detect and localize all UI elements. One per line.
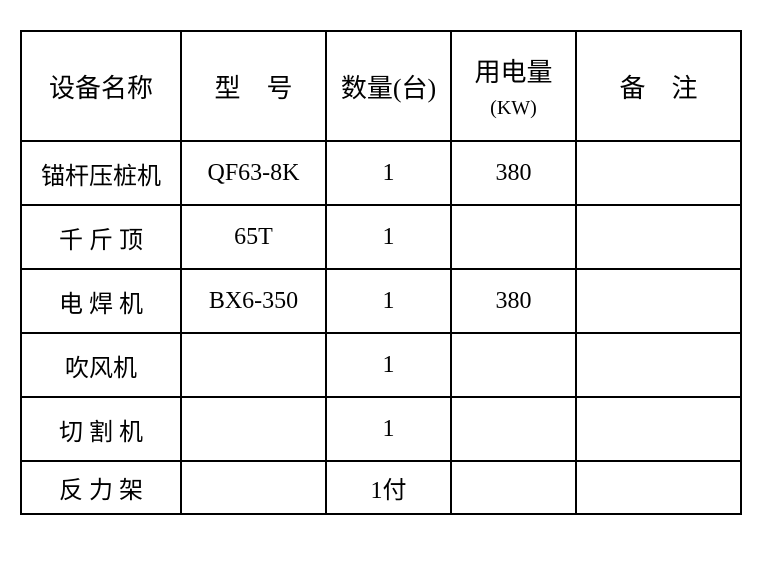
- cell-power: [451, 205, 576, 269]
- cell-power: 380: [451, 269, 576, 333]
- cell-qty: 1: [326, 269, 451, 333]
- col-header-power: 用电量 (KW): [451, 31, 576, 141]
- header-label: 数量(台): [341, 74, 436, 103]
- table-row: 电 焊 机 BX6-350 1 380: [21, 269, 741, 333]
- cell-name: 吹风机: [21, 333, 181, 397]
- cell-model: BX6-350: [181, 269, 326, 333]
- header-label: 设备名称: [49, 74, 153, 103]
- equipment-table: 设备名称 型 号 数量(台) 用电量 (KW) 备 注 锚杆压桩机 QF63-8…: [20, 30, 742, 515]
- cell-remark: [576, 461, 741, 514]
- cell-model: QF63-8K: [181, 141, 326, 205]
- col-header-qty: 数量(台): [326, 31, 451, 141]
- table-row: 锚杆压桩机 QF63-8K 1 380: [21, 141, 741, 205]
- cell-remark: [576, 333, 741, 397]
- col-header-model: 型 号: [181, 31, 326, 141]
- header-label: 用电量: [474, 58, 552, 87]
- cell-power: 380: [451, 141, 576, 205]
- cell-qty: 1付: [326, 461, 451, 514]
- header-label: 型 号: [214, 74, 292, 103]
- table-row: 千 斤 顶 65T 1: [21, 205, 741, 269]
- cell-remark: [576, 397, 741, 461]
- table-header-row: 设备名称 型 号 数量(台) 用电量 (KW) 备 注: [21, 31, 741, 141]
- cell-model: [181, 333, 326, 397]
- cell-power: [451, 461, 576, 514]
- table-row: 反 力 架 1付: [21, 461, 741, 514]
- cell-model: [181, 461, 326, 514]
- cell-power: [451, 397, 576, 461]
- cell-name: 电 焊 机: [21, 269, 181, 333]
- cell-qty: 1: [326, 141, 451, 205]
- cell-power: [451, 333, 576, 397]
- header-sublabel: (KW): [456, 97, 571, 120]
- table-body: 锚杆压桩机 QF63-8K 1 380 千 斤 顶 65T 1 电 焊 机 BX…: [21, 141, 741, 514]
- col-header-name: 设备名称: [21, 31, 181, 141]
- cell-qty: 1: [326, 333, 451, 397]
- table-row: 吹风机 1: [21, 333, 741, 397]
- cell-name: 千 斤 顶: [21, 205, 181, 269]
- cell-name: 锚杆压桩机: [21, 141, 181, 205]
- cell-model: [181, 397, 326, 461]
- cell-name: 切 割 机: [21, 397, 181, 461]
- cell-qty: 1: [326, 205, 451, 269]
- cell-model: 65T: [181, 205, 326, 269]
- cell-remark: [576, 269, 741, 333]
- header-label: 备 注: [619, 74, 697, 103]
- cell-remark: [576, 141, 741, 205]
- cell-name: 反 力 架: [21, 461, 181, 514]
- cell-qty: 1: [326, 397, 451, 461]
- col-header-remark: 备 注: [576, 31, 741, 141]
- table-row: 切 割 机 1: [21, 397, 741, 461]
- cell-remark: [576, 205, 741, 269]
